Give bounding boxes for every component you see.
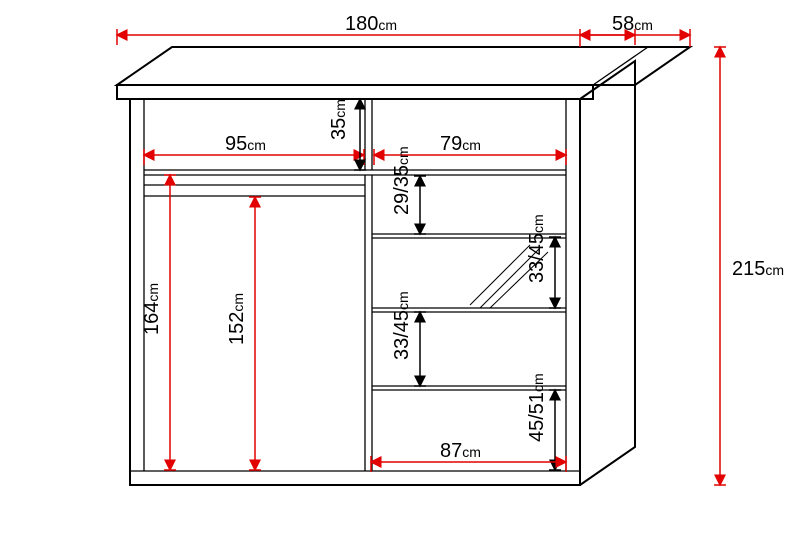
dim-label-bottom-87: 87cm [440, 440, 481, 462]
dim-label-r-33-45-b: 33/45cm [391, 291, 413, 360]
dim-label-left-164: 164cm [141, 283, 163, 335]
dim-label-top-right-79: 79cm [440, 133, 481, 155]
diagram-svg: 180cm 58cm 215cm 95cm 79cm 35cm 164cm 152cm 29/3… [0, 0, 800, 533]
dim-label-top-left-95: 95cm [225, 133, 266, 155]
dim-label-width-180: 180cm [345, 13, 397, 35]
dim-label-top-h-35: 35cm [328, 99, 350, 140]
dim-label-r-29-35: 29/35cm [391, 146, 413, 215]
cabinet-outline [117, 47, 690, 485]
wardrobe-dimension-diagram: 180cm 58cm 215cm 95cm 79cm 35cm 164cm 152cm 29/3… [0, 0, 800, 533]
dim-label-r-45-51: 45/51cm [526, 373, 548, 442]
dim-label-height-215: 215cm [732, 258, 784, 280]
dimension-layer: 180cm 58cm 215cm 95cm 79cm 35cm 164cm 152cm 29/3… [117, 13, 784, 485]
dim-label-r-33-45-a: 33/45cm [526, 214, 548, 283]
dim-label-depth-58: 58cm [612, 13, 653, 35]
dim-label-left-152: 152cm [226, 293, 248, 345]
